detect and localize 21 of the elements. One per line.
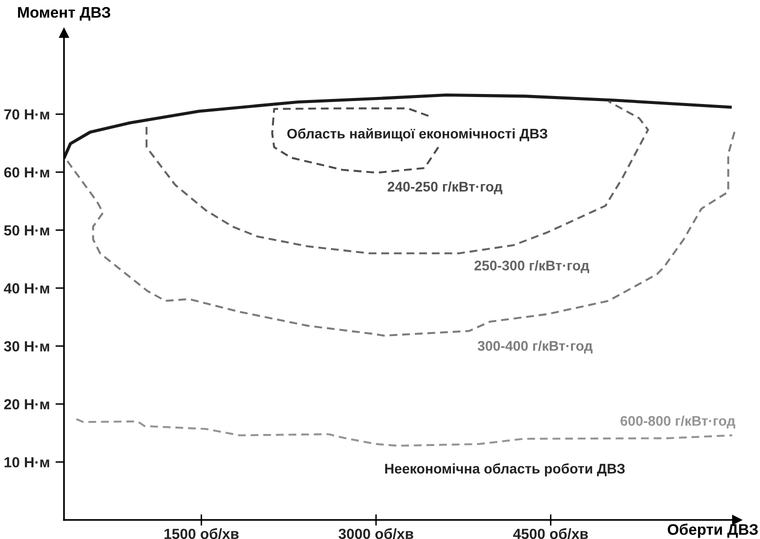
- y-tick-label: 50 Н·м: [4, 225, 50, 236]
- y-tick-label: 70 Н·м: [4, 109, 50, 120]
- x-tick-label: 1500 об/хв: [164, 528, 239, 539]
- y-tick-label: 10 Н·м: [4, 457, 50, 468]
- y-tick-label: 20 Н·м: [4, 399, 50, 410]
- line-series: [64, 93, 732, 159]
- x-tick-label: 4500 об/хв: [513, 528, 588, 539]
- annotation: Область найвищої економічності ДВЗ: [287, 128, 548, 142]
- series-label: 240-250 г/кВт·год: [388, 181, 502, 194]
- x-tick-label: 3000 об/хв: [338, 528, 414, 539]
- series-label: 250-300 г/кВт·год: [474, 260, 590, 274]
- annotation: Неекономічна область роботи ДВЗ: [385, 463, 625, 476]
- y-axis-title: Момент ДВЗ: [18, 6, 110, 21]
- y-tick-label: 60 Н·м: [4, 167, 50, 178]
- y-tick-label: 30 Н·м: [4, 341, 50, 352]
- y-tick-label: 40 Н·м: [4, 283, 50, 294]
- series-label: 600-800 г/кВт·год: [620, 416, 736, 428]
- line-series: [146, 100, 649, 254]
- x-axis-title: Оберти ДВЗ: [668, 524, 758, 538]
- line-series: [66, 128, 736, 337]
- series-label: 300-400 г/кВт·год: [478, 340, 593, 354]
